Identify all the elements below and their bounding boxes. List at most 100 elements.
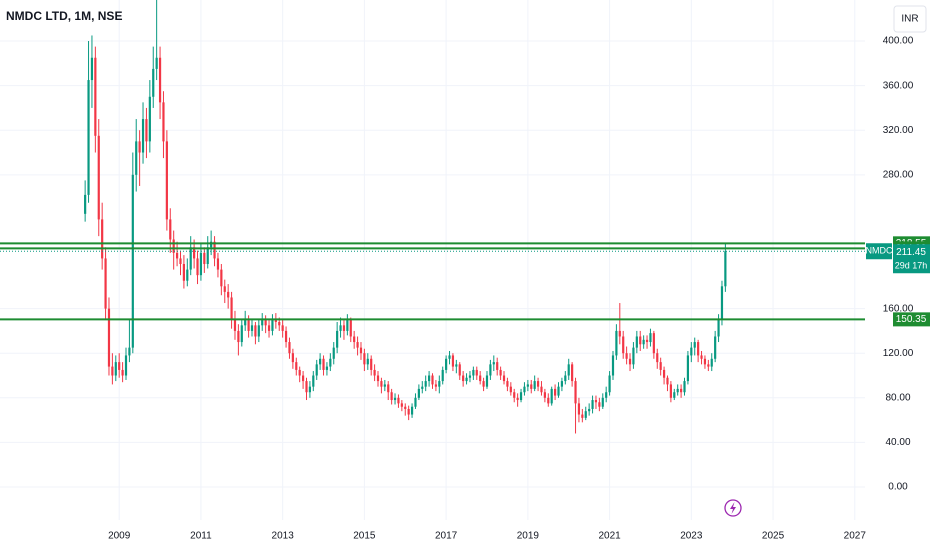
candle-body — [513, 392, 516, 398]
candle-body — [284, 330, 288, 343]
candle-body — [441, 369, 444, 382]
candle-body — [451, 355, 455, 367]
candle-body — [210, 241, 213, 248]
candle-body — [710, 358, 713, 367]
candle-body — [462, 375, 465, 382]
candle-body — [615, 330, 618, 356]
candle-body — [336, 330, 339, 348]
candle-body — [94, 57, 97, 136]
candle-body — [162, 102, 165, 142]
candle-body — [193, 247, 196, 259]
candle-body — [274, 319, 277, 322]
candle-body — [325, 366, 329, 370]
x-tick-label: 2013 — [272, 531, 295, 542]
candle-body — [332, 347, 335, 359]
candle-body — [438, 381, 441, 387]
y-tick-label: 320.00 — [883, 125, 914, 136]
candle-body — [547, 397, 550, 404]
currency[interactable]: INR — [901, 14, 918, 25]
candle-body — [240, 325, 243, 343]
candle-body — [427, 375, 431, 382]
candle-body — [111, 366, 114, 376]
candle-body — [557, 386, 560, 396]
candle-body — [499, 369, 502, 376]
candle-body — [220, 269, 223, 287]
candle-body — [359, 347, 363, 354]
candle-body — [417, 388, 420, 398]
x-tick-label: 2025 — [762, 531, 785, 542]
candle-body — [482, 381, 485, 387]
candle-body — [683, 381, 686, 393]
candle-body — [468, 375, 472, 378]
candle-body — [611, 355, 615, 376]
candle-body — [131, 174, 134, 348]
symbol-label-box — [866, 243, 892, 260]
icon-bolt[interactable] — [730, 502, 736, 514]
candle-body — [703, 358, 707, 365]
candle-body — [404, 406, 407, 409]
candle-body — [250, 325, 254, 331]
candle-body — [680, 388, 683, 393]
candle-body — [141, 119, 145, 153]
candle-body — [363, 353, 366, 365]
candle-body — [465, 377, 468, 382]
candle-body — [669, 384, 672, 398]
candle-body — [203, 252, 206, 265]
candle-body — [107, 308, 111, 367]
candle-body — [267, 325, 271, 331]
candle-body — [519, 392, 523, 401]
candle-body — [148, 96, 151, 142]
candle-body — [390, 392, 393, 401]
candle-body — [121, 369, 124, 376]
candle-body — [90, 57, 94, 81]
x-tick-label: 2023 — [680, 531, 703, 542]
candle-body — [356, 342, 359, 348]
candle-body — [434, 384, 438, 387]
candle-body — [298, 369, 301, 376]
lightning-icon[interactable] — [724, 499, 742, 517]
candle-body — [581, 414, 584, 418]
candle-body — [155, 57, 158, 69]
candle-body — [124, 355, 128, 376]
candle-body — [676, 388, 679, 393]
candle-body — [632, 347, 635, 365]
x-tick-label: 2021 — [598, 531, 621, 542]
axes: 0.00 40.00 80.00 120.00 160.00 280.00 320.00 36… — [108, 36, 930, 542]
chart-title: NMDC LTD, 1M, NSE — [6, 9, 122, 23]
candle-body — [656, 353, 659, 363]
x-tick-label: 2027 — [844, 531, 867, 542]
candle-body — [584, 411, 587, 418]
candle-body — [315, 364, 318, 376]
candle-body — [182, 264, 185, 281]
candle-body — [410, 406, 414, 415]
candle-body — [206, 247, 209, 265]
candle-body — [308, 386, 312, 393]
candle-body — [560, 381, 564, 387]
candle-body — [424, 381, 427, 387]
candle-body — [393, 397, 397, 401]
candle-body — [659, 362, 662, 370]
candle-body — [387, 384, 390, 393]
candle-body — [448, 355, 451, 359]
candle-body — [700, 355, 703, 359]
symbol-label: NMDC — [866, 246, 893, 256]
candle-body — [496, 362, 499, 370]
candle-body — [485, 375, 489, 387]
candle-body — [455, 364, 458, 367]
x-tick-label: 2017 — [435, 531, 458, 542]
candle-body — [662, 369, 666, 378]
candle-body — [645, 339, 649, 343]
candle-body — [135, 141, 138, 175]
candle-body — [407, 408, 410, 415]
candle-body — [319, 358, 322, 365]
candle-body — [530, 384, 533, 389]
candle-body — [169, 219, 172, 240]
y-tick-label: 360.00 — [883, 80, 914, 91]
candle-body — [376, 375, 380, 382]
candle-body — [199, 252, 203, 276]
y-tick-label: 400.00 — [883, 36, 914, 47]
candle-body — [550, 388, 553, 404]
candles — [0, 0, 865, 434]
currency-button[interactable] — [893, 5, 927, 33]
y-tick-label: 280.00 — [883, 169, 914, 180]
